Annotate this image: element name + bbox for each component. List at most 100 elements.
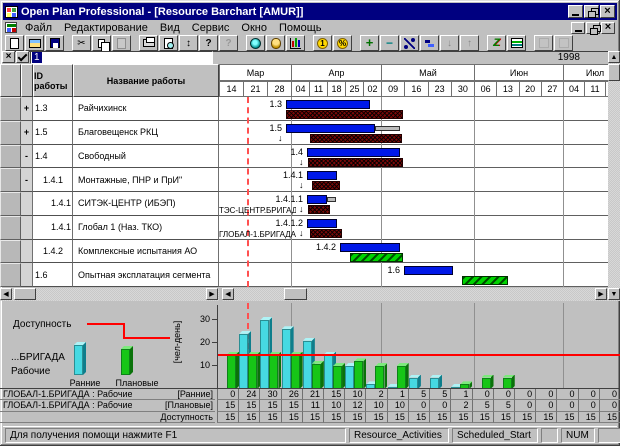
- table-scroll-thumb[interactable]: [14, 288, 36, 300]
- table-hscrollbar[interactable]: ◀ ▶: [0, 288, 219, 301]
- gantt-bar-early[interactable]: [404, 266, 453, 276]
- activity-name-cell[interactable]: Опытная эксплатация сегмента: [73, 263, 219, 287]
- edit-confirm-button[interactable]: [16, 51, 29, 63]
- week-cell[interactable]: 28: [267, 81, 292, 97]
- week-cell[interactable]: 06: [474, 81, 498, 97]
- activity-name-cell[interactable]: Комплексные испытания АО: [73, 239, 219, 264]
- copy-button[interactable]: [92, 35, 111, 53]
- activity-name-cell[interactable]: Свободный: [73, 144, 219, 169]
- month-cell[interactable]: Мар: [219, 64, 292, 81]
- week-cell[interactable]: 13: [496, 81, 520, 97]
- week-cell[interactable]: 18: [605, 81, 608, 97]
- restore-button[interactable]: [584, 5, 599, 18]
- week-cell[interactable]: 18: [327, 81, 346, 97]
- activity-name-cell[interactable]: Монтажные, ПНР и ПрИ": [73, 168, 219, 192]
- activity-id-cell[interactable]: 1.5: [33, 120, 73, 145]
- chart-scroll-down-button[interactable]: ▼: [608, 288, 620, 300]
- menu-item-view[interactable]: Вид: [159, 21, 180, 34]
- gantt-bar-early[interactable]: [340, 242, 400, 252]
- activity-id-cell[interactable]: 1.3: [33, 97, 73, 121]
- activity-id-cell[interactable]: 1.6: [33, 263, 73, 287]
- edit-cancel-button[interactable]: ×: [2, 51, 15, 63]
- week-cell[interactable]: 04: [563, 81, 585, 97]
- week-cell[interactable]: 09: [381, 81, 406, 97]
- activity-id-cell[interactable]: 1.4.1: [33, 192, 73, 216]
- expand-toggle[interactable]: +: [21, 120, 33, 145]
- zoom-timescale-button[interactable]: [487, 35, 506, 51]
- row-selector[interactable]: [0, 168, 21, 192]
- gantt-bar-baseline[interactable]: [312, 181, 340, 191]
- menu-item-help[interactable]: Помощь: [278, 21, 322, 34]
- save-button[interactable]: [45, 35, 64, 51]
- link-activities-button[interactable]: [400, 35, 419, 51]
- week-cell[interactable]: 02: [363, 81, 382, 97]
- gantt-bar-baseline[interactable]: [310, 228, 342, 238]
- cost-percent-button[interactable]: [333, 35, 352, 51]
- help-button[interactable]: [199, 35, 218, 51]
- row-selector[interactable]: [0, 192, 21, 216]
- menu-item-edit[interactable]: Редактирование: [64, 21, 148, 34]
- week-cell[interactable]: 04: [291, 81, 310, 97]
- expand-toggle[interactable]: +: [21, 97, 33, 121]
- activity-id-cell[interactable]: 1.4: [33, 144, 73, 169]
- month-cell[interactable]: Июн: [474, 64, 564, 81]
- week-cell[interactable]: 11: [584, 81, 606, 97]
- activity-name-cell[interactable]: Райчихинск: [73, 97, 219, 121]
- child-minimize-button[interactable]: [571, 21, 585, 34]
- menu-item-file[interactable]: Файл: [25, 21, 53, 34]
- child-restore-button[interactable]: [586, 21, 601, 35]
- gantt-bar-baseline[interactable]: [286, 110, 403, 119]
- row-selector[interactable]: [0, 144, 21, 169]
- new-document-button[interactable]: [5, 35, 24, 51]
- histogram-view-button[interactable]: [286, 35, 305, 51]
- app-icon[interactable]: [5, 5, 18, 18]
- resource-analysis-button[interactable]: [266, 35, 285, 51]
- open-file-button[interactable]: [25, 35, 44, 51]
- expand-toggle[interactable]: -: [21, 144, 33, 169]
- row-selector[interactable]: [0, 215, 21, 240]
- week-cell[interactable]: 20: [518, 81, 542, 97]
- menu-item-tools[interactable]: Сервис: [191, 21, 230, 34]
- activity-name-cell[interactable]: Глобал 1 (Наз. ТКО): [73, 215, 219, 240]
- gantt-bar-baseline[interactable]: [308, 157, 403, 167]
- expand-toggle[interactable]: -: [21, 168, 33, 192]
- cut-button[interactable]: [72, 35, 91, 51]
- document-icon[interactable]: [5, 22, 17, 33]
- time-analysis-button[interactable]: [246, 35, 265, 51]
- print-button[interactable]: [139, 35, 158, 51]
- expand-toggle[interactable]: [21, 215, 33, 240]
- print-preview-button[interactable]: [159, 35, 178, 51]
- activity-id-cell[interactable]: 1.4.1: [33, 215, 73, 240]
- gantt-bar-early[interactable]: [307, 218, 337, 228]
- child-close-button[interactable]: ×: [601, 21, 615, 34]
- activity-name-cell[interactable]: СИТЭК-ЦЕНТР (ИБЭП): [73, 192, 219, 216]
- week-cell[interactable]: 16: [404, 81, 429, 97]
- chart-vscroll-thumb[interactable]: [608, 64, 620, 81]
- expand-toggle[interactable]: [21, 239, 33, 264]
- minimize-button[interactable]: [568, 5, 583, 18]
- gantt-bar-early[interactable]: [307, 195, 327, 204]
- gantt-bar-baseline[interactable]: [308, 205, 330, 214]
- week-cell[interactable]: 30: [450, 81, 475, 97]
- row-selector[interactable]: [0, 120, 21, 145]
- week-cell[interactable]: 14: [219, 81, 244, 97]
- week-cell[interactable]: 11: [309, 81, 328, 97]
- chart-vscrollbar[interactable]: ▲ ▼: [608, 51, 620, 301]
- chart-scroll-right-button[interactable]: ▶: [595, 288, 607, 300]
- sort-button[interactable]: [179, 35, 198, 51]
- bar-options-button[interactable]: [420, 35, 439, 51]
- row-selector[interactable]: [0, 97, 21, 121]
- close-button[interactable]: ×: [600, 5, 615, 18]
- activity-name-cell[interactable]: Благовещенск РКЦ: [73, 120, 219, 145]
- chart-scroll-up-button[interactable]: ▲: [608, 51, 620, 63]
- row-selector[interactable]: [0, 263, 21, 287]
- gantt-bar-actual[interactable]: [462, 276, 508, 286]
- month-cell[interactable]: Июл: [563, 64, 608, 81]
- id-column-header[interactable]: ID работы: [33, 64, 73, 97]
- cost-units-button[interactable]: [313, 35, 332, 51]
- activity-id-cell[interactable]: 1.4.1: [33, 168, 73, 192]
- expand-toggle[interactable]: [21, 192, 33, 216]
- name-column-header[interactable]: Название работы: [73, 64, 219, 97]
- expand-toggle[interactable]: [21, 263, 33, 287]
- activity-id-cell[interactable]: 1.4.2: [33, 239, 73, 264]
